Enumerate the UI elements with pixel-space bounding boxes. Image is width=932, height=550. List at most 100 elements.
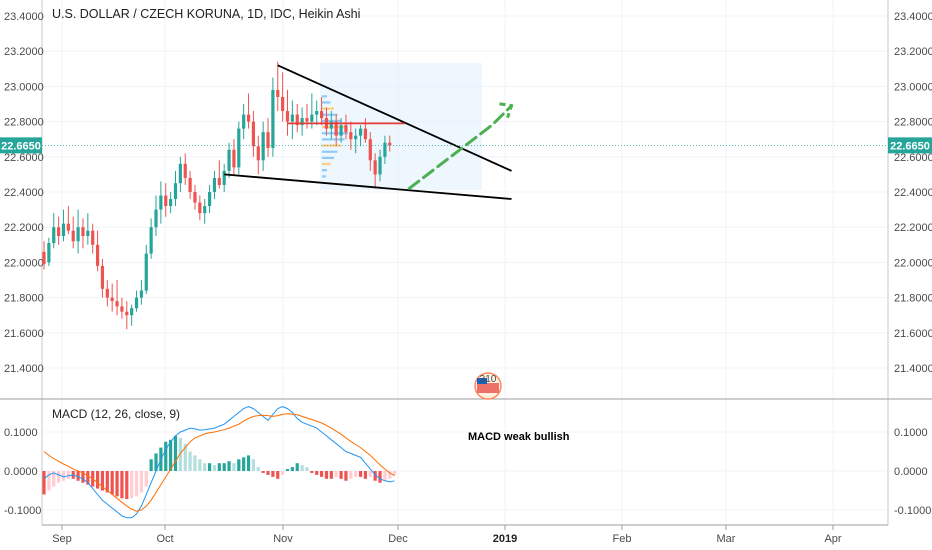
volume-profile-bar: [322, 169, 327, 172]
candle-body: [300, 118, 304, 126]
macd-histogram-bar: [47, 471, 51, 491]
candle-body: [276, 89, 280, 97]
candle-body: [110, 297, 114, 302]
time-tick-label: Nov: [273, 533, 293, 545]
candle-body: [242, 114, 246, 129]
macd-histogram-bar: [344, 471, 348, 481]
candle-body: [91, 230, 95, 245]
macd-histogram-bar: [76, 471, 80, 481]
lower-trendline[interactable]: [224, 173, 512, 200]
macd-histogram-bar: [52, 471, 56, 487]
macd-histogram-bar: [217, 463, 221, 471]
candle-body: [344, 125, 348, 133]
macd-tick-label: 0.1000: [894, 427, 928, 439]
macd-histogram-bar: [144, 471, 148, 487]
macd-histogram-bar: [242, 457, 246, 471]
candle-body: [363, 128, 368, 140]
candle-body: [315, 111, 319, 115]
price-tick-label: 21.6000: [4, 328, 44, 340]
price-tick-label: 22.4000: [4, 187, 44, 199]
candle-body: [134, 297, 139, 309]
macd-histogram-bar: [368, 471, 372, 477]
macd-histogram-bar: [95, 471, 100, 489]
projection-arrowhead: [499, 102, 514, 119]
macd-histogram-bar: [57, 471, 61, 483]
last-price-label-left: 22.6650: [0, 137, 42, 154]
macd-histogram-bar: [300, 465, 304, 471]
macd-histogram-bar: [305, 467, 309, 471]
candle-body: [105, 288, 109, 298]
candle-body: [207, 192, 212, 207]
macd-histogram-bar: [349, 471, 353, 479]
candle-body: [86, 230, 90, 236]
macd-tick-label: 0.1000: [4, 427, 38, 439]
macd-axis-left[interactable]: 0.1000 0.0000 -0.1000: [4, 427, 41, 517]
macd-histogram-bar: [183, 443, 187, 471]
candle-body: [227, 149, 231, 171]
candle-body: [178, 163, 182, 184]
candle-body: [183, 163, 187, 178]
candle-body: [266, 132, 270, 148]
flag-stripes: [477, 383, 499, 393]
candle-body: [232, 149, 236, 168]
macd-histogram-bar: [222, 463, 226, 471]
upper-trendline[interactable]: [277, 64, 512, 172]
candle-body: [368, 139, 372, 161]
macd-histogram-bar: [115, 471, 119, 497]
candle-body: [251, 121, 256, 147]
price-axis-right[interactable]: 23.4000 23.2000 23.0000 22.8000 22.6000 22.40…: [894, 11, 932, 375]
price-tick-label: 23.4000: [894, 11, 932, 23]
candle-body: [358, 128, 363, 136]
macd-histogram-bar: [281, 471, 285, 475]
drawings[interactable]: [224, 64, 514, 200]
volume-profile-bar: [322, 101, 331, 104]
time-tick-label: Dec: [388, 533, 408, 545]
macd-title: MACD (12, 26, close, 9): [52, 407, 180, 421]
macd-histogram-bar: [315, 471, 319, 475]
candle-body: [285, 111, 290, 122]
macd-histogram-bar: [285, 469, 290, 471]
candle-body: [295, 114, 299, 126]
macd-histogram-bar: [42, 471, 46, 495]
last-price-right: 22.6650: [890, 140, 930, 152]
candle-body: [354, 135, 358, 140]
price-tick-label: 22.8000: [4, 117, 44, 129]
price-tick-label: 22.8000: [894, 117, 932, 129]
candle-body: [349, 132, 353, 140]
macd-histogram-bar: [188, 451, 192, 471]
macd-histogram-bar: [329, 471, 333, 479]
macd-histogram-bar: [154, 453, 158, 471]
candle-body: [319, 111, 324, 119]
macd-histogram-bar: [207, 463, 212, 471]
macd-tick-label: -0.1000: [4, 505, 41, 517]
candle-body: [159, 195, 163, 210]
price-axis-left[interactable]: 23.4000 23.2000 23.0000 22.8000 22.6000 22.40…: [4, 11, 44, 375]
candles: [42, 61, 392, 330]
macd-histogram-bar: [266, 471, 270, 475]
candle-body: [47, 243, 51, 263]
macd-histogram-bar: [295, 463, 299, 471]
time-tick-label: Mar: [717, 533, 736, 545]
candle-body: [290, 114, 294, 122]
macd-tick-label: 0.0000: [4, 466, 38, 478]
candle-body: [329, 121, 333, 129]
projection-path[interactable]: [407, 104, 514, 190]
volume-profile-bar: [322, 175, 326, 178]
macd-histogram-bar: [261, 471, 265, 473]
ideas-badge[interactable]: 310: [474, 372, 502, 400]
macd-axis-right[interactable]: 0.1000 0.0000 -0.1000: [894, 427, 931, 517]
candle-body: [378, 156, 382, 175]
candle-body: [212, 177, 217, 192]
macd-histogram-bar: [120, 471, 124, 499]
price-tick-label: 22.2000: [4, 222, 44, 234]
macd-annotation: MACD weak bullish: [468, 431, 570, 443]
time-axis[interactable]: Sep Oct Nov Dec 2019 Feb Mar Apr: [52, 525, 842, 545]
macd-histogram-bar: [319, 471, 324, 477]
candle-body: [188, 177, 192, 192]
macd-histogram-bar: [61, 471, 66, 481]
candle-body: [154, 209, 158, 228]
last-price-left: 22.6650: [1, 140, 41, 152]
candle-body: [261, 132, 265, 161]
candle-body: [115, 301, 119, 307]
macd-histogram-bar: [105, 471, 109, 493]
